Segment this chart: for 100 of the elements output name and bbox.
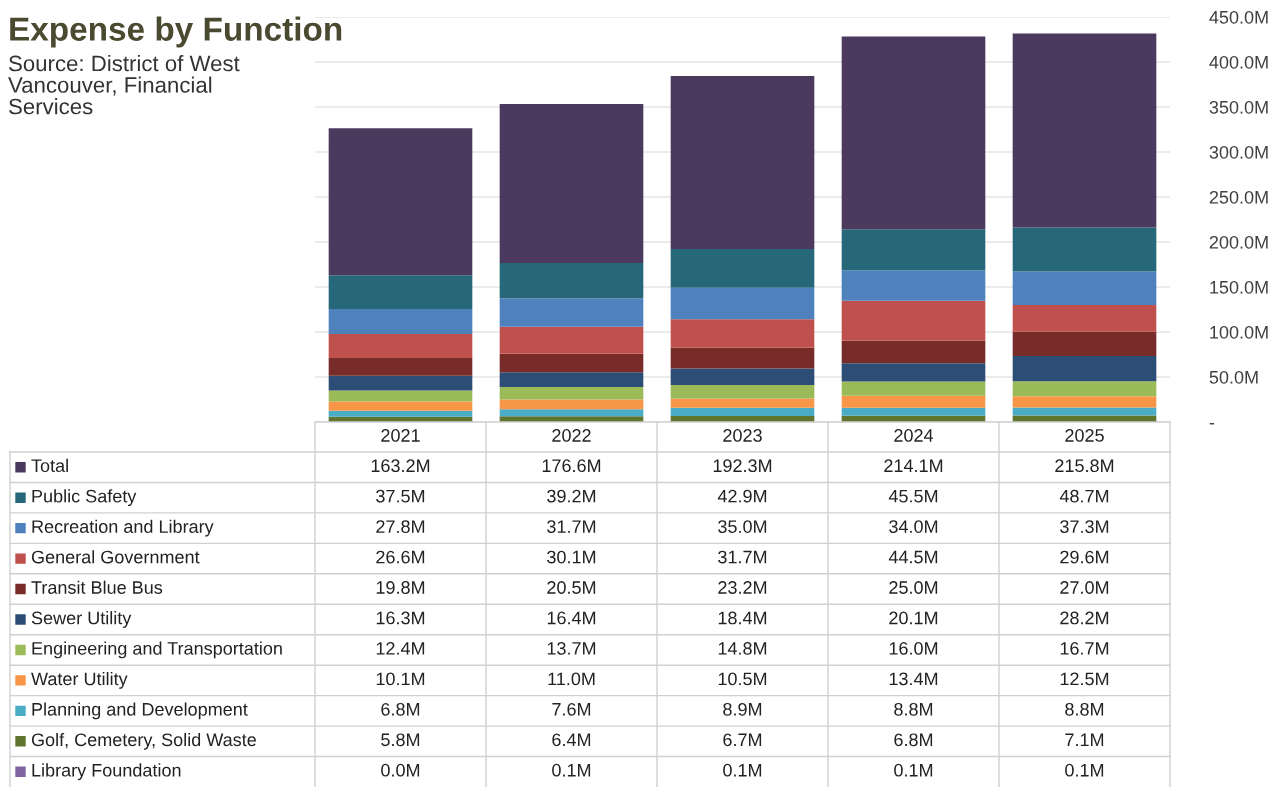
data-label: 176.6M <box>542 459 601 473</box>
data-label: 27.8M <box>376 520 425 533</box>
bar <box>841 300 986 341</box>
data-label: 27.0M <box>1060 581 1109 594</box>
data-label: 163.2M <box>371 459 430 473</box>
data-label: 48.7M <box>1059 489 1109 503</box>
data-label: 8.9M <box>723 702 762 716</box>
y-tick-label: 350.0M <box>1209 100 1268 114</box>
bar <box>499 326 644 354</box>
bar <box>499 399 644 410</box>
data-label: 14.8M <box>718 642 767 655</box>
data-label: 20.5M <box>547 581 596 594</box>
data-label: 10.5M <box>718 672 767 686</box>
data-label: 35.0M <box>718 520 767 533</box>
data-label: 11.0M <box>548 672 595 686</box>
bar <box>328 308 473 334</box>
data-label: 0.1M <box>723 763 762 777</box>
bar <box>670 347 815 369</box>
bar <box>328 275 473 309</box>
x-tick-label: 2022 <box>552 429 591 442</box>
bar <box>328 410 473 417</box>
y-tick-label: 300.0M <box>1209 145 1268 159</box>
data-label: 6.7M <box>723 733 762 747</box>
data-label: 16.7M <box>1060 642 1109 655</box>
data-label: 215.8M <box>1055 459 1114 473</box>
data-label: 10.1M <box>376 672 425 686</box>
bar <box>670 249 815 288</box>
data-label: 18.4M <box>718 611 767 625</box>
data-label: 37.3M <box>1060 520 1109 533</box>
data-label: 8.8M <box>894 702 933 716</box>
data-label: 6.8M <box>894 733 933 747</box>
x-tick-label: 2025 <box>1065 429 1104 442</box>
bar <box>670 398 815 408</box>
bar <box>841 381 986 396</box>
data-label: 44.5M <box>888 550 938 564</box>
y-tick-label: 200.0M <box>1209 235 1268 249</box>
bar <box>328 401 473 411</box>
bar <box>1012 396 1157 408</box>
bar <box>1012 271 1157 305</box>
bar <box>328 357 473 376</box>
data-label: 13.7M <box>547 642 596 655</box>
data-label: 45.5M <box>888 489 938 503</box>
y-tick-label: 100.0M <box>1210 325 1268 339</box>
data-label: 28.2M <box>1060 611 1109 625</box>
y-tick-label: 250.0M <box>1209 190 1268 204</box>
legend-label: Water Utility <box>31 671 128 689</box>
data-label: 8.8M <box>1065 702 1104 716</box>
data-label: 7.6M <box>552 702 591 716</box>
legend-label: Sewer Utility <box>31 611 132 628</box>
data-label: 20.1M <box>889 611 938 625</box>
bar <box>499 416 644 422</box>
bar <box>841 36 986 230</box>
bar <box>1012 407 1157 416</box>
bar <box>499 409 644 417</box>
x-tick-label: 2023 <box>723 429 762 442</box>
y-tick-label: 150.0M <box>1210 280 1268 294</box>
legend-label: Planning and Development <box>32 702 248 720</box>
bar <box>841 270 986 301</box>
y-tick-label: 50.0M <box>1209 370 1258 384</box>
data-label: 19.8M <box>376 581 425 594</box>
legend-label: General Government <box>31 550 200 564</box>
bar <box>328 128 473 276</box>
data-label: 192.3M <box>713 459 772 473</box>
data-label: 39.2M <box>547 489 596 503</box>
data-label: 30.1M <box>547 550 596 564</box>
data-label: 29.6M <box>1060 550 1109 564</box>
bar <box>670 287 815 320</box>
bar <box>670 368 815 386</box>
bar <box>328 375 473 391</box>
bar <box>1012 305 1157 332</box>
legend-label: Library Foundation <box>32 763 181 781</box>
data-label: 6.4M <box>552 733 591 747</box>
data-label: 7.1M <box>1065 733 1104 746</box>
data-label: 42.9M <box>717 489 767 503</box>
bar <box>670 385 815 399</box>
data-label: 26.6M <box>376 550 425 564</box>
bar <box>499 298 644 327</box>
bar <box>841 395 986 408</box>
bar <box>1012 227 1157 272</box>
data-label: 12.4M <box>376 642 425 655</box>
data-label: 25.0M <box>889 581 938 594</box>
legend-label: Public Safety <box>32 489 137 507</box>
data-label: 13.4M <box>889 672 938 686</box>
data-label: 16.3M <box>376 611 425 625</box>
legend-label: Transit Blue Bus <box>31 580 163 594</box>
data-label: 23.2M <box>718 581 767 594</box>
bar <box>1012 355 1157 382</box>
bar <box>841 229 986 271</box>
data-label: 0.0M <box>381 763 420 777</box>
bar <box>1012 331 1157 356</box>
data-label: 5.8M <box>381 733 420 747</box>
bar <box>1012 33 1157 228</box>
bar <box>328 333 473 358</box>
text: Source: District of West Vancouver, Financial Services <box>8 55 240 115</box>
bar <box>841 363 986 382</box>
data-label: 214.1M <box>884 459 943 472</box>
data-label: 6.8M <box>381 702 420 716</box>
data-label: 0.1M <box>894 763 933 777</box>
bar <box>499 353 644 373</box>
bar <box>499 387 644 400</box>
